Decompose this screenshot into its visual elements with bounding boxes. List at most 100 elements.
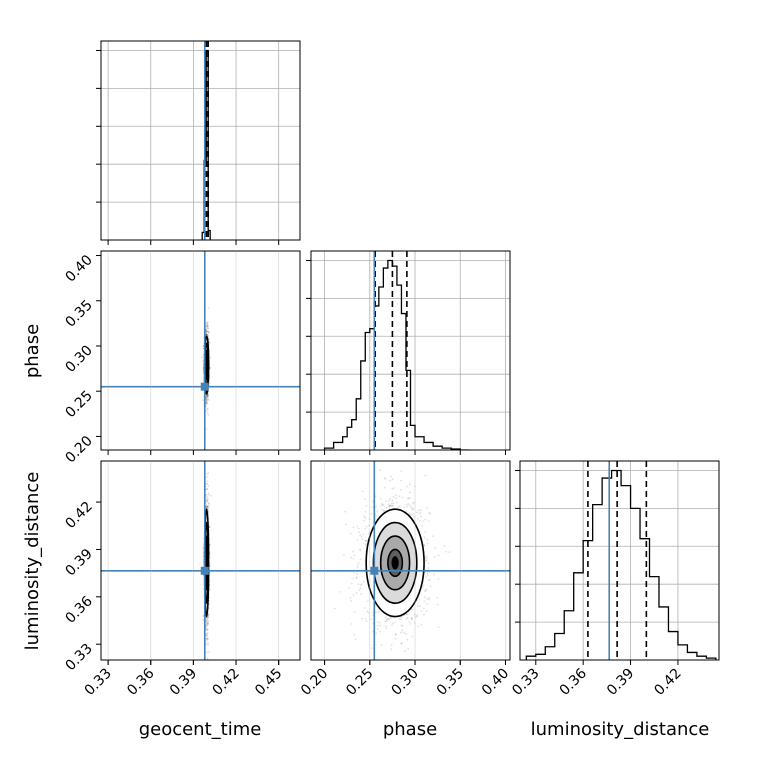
sample-point bbox=[379, 497, 382, 500]
sample-point bbox=[360, 583, 363, 586]
sample-point bbox=[370, 647, 373, 650]
sample-point bbox=[401, 624, 404, 627]
sample-point bbox=[394, 494, 397, 497]
sample-point bbox=[209, 366, 211, 369]
sample-point bbox=[206, 395, 209, 398]
sample-point bbox=[357, 583, 360, 586]
sample-point bbox=[380, 644, 383, 646]
sample-point bbox=[206, 394, 209, 397]
contour-0 bbox=[365, 508, 425, 618]
sample-point bbox=[409, 504, 412, 507]
sample-point bbox=[429, 512, 432, 515]
sample-point bbox=[356, 573, 358, 576]
sample-point bbox=[205, 325, 208, 328]
sample-point bbox=[396, 501, 398, 504]
sample-point bbox=[206, 622, 208, 624]
sample-point bbox=[206, 506, 209, 508]
sample-point bbox=[372, 500, 374, 503]
sample-point bbox=[428, 598, 431, 601]
sample-point bbox=[205, 331, 208, 333]
sample-point bbox=[365, 505, 368, 507]
sample-point bbox=[205, 624, 208, 626]
sample-point bbox=[338, 590, 341, 593]
sample-point bbox=[359, 584, 362, 586]
joint-panel-geocent-time-vs-luminosity-distance bbox=[100, 460, 301, 661]
sample-point bbox=[389, 504, 392, 507]
sample-point bbox=[381, 508, 384, 511]
sample-point bbox=[359, 587, 362, 590]
sample-point bbox=[406, 616, 409, 619]
sample-point bbox=[432, 573, 435, 576]
sample-point bbox=[422, 584, 425, 587]
sample-point bbox=[205, 473, 208, 475]
sample-point bbox=[417, 509, 420, 512]
sample-point bbox=[412, 501, 415, 504]
sample-point bbox=[206, 333, 208, 336]
sample-point bbox=[399, 631, 402, 634]
sample-point bbox=[378, 630, 381, 633]
sample-point bbox=[207, 399, 210, 401]
sample-point bbox=[343, 554, 345, 557]
sample-point bbox=[208, 382, 211, 385]
sample-point bbox=[377, 624, 380, 627]
sample-point bbox=[362, 533, 365, 536]
sample-point bbox=[334, 607, 336, 610]
sample-point bbox=[376, 510, 379, 513]
sample-point bbox=[205, 324, 208, 326]
sample-point bbox=[205, 506, 208, 509]
sample-point bbox=[406, 638, 409, 641]
sample-point bbox=[418, 598, 421, 600]
sample-point bbox=[414, 615, 417, 618]
sample-point bbox=[394, 633, 397, 636]
sample-point bbox=[206, 623, 209, 626]
sample-point bbox=[358, 531, 361, 534]
sample-point bbox=[364, 510, 367, 513]
sample-point bbox=[422, 607, 425, 610]
sample-point bbox=[400, 642, 403, 644]
sample-point bbox=[207, 414, 210, 416]
sample-point bbox=[389, 497, 391, 500]
sample-point bbox=[400, 642, 403, 645]
sample-point bbox=[392, 496, 395, 498]
sample-point bbox=[400, 616, 402, 619]
sample-point bbox=[410, 506, 413, 509]
sample-point bbox=[411, 513, 414, 516]
sample-point bbox=[206, 637, 209, 640]
joint-panel-geocent-time-vs-phase bbox=[100, 250, 301, 451]
sample-point bbox=[365, 620, 368, 623]
sample-point bbox=[205, 333, 208, 336]
sample-point bbox=[206, 633, 209, 635]
sample-point bbox=[425, 507, 428, 509]
sample-point bbox=[205, 488, 208, 491]
sample-point bbox=[205, 482, 208, 485]
sample-point bbox=[364, 544, 367, 546]
sample-point bbox=[350, 582, 353, 585]
sample-point bbox=[359, 548, 361, 551]
sample-point bbox=[361, 617, 363, 620]
sample-point bbox=[403, 631, 405, 634]
sample-point bbox=[436, 603, 439, 606]
sample-point bbox=[206, 631, 209, 634]
sample-point bbox=[349, 596, 352, 599]
sample-point bbox=[206, 634, 209, 637]
sample-point bbox=[409, 622, 412, 625]
sample-point bbox=[403, 506, 406, 509]
sample-point bbox=[416, 511, 418, 514]
sample-point bbox=[427, 567, 430, 569]
sample-point bbox=[428, 511, 431, 514]
sample-point bbox=[205, 330, 208, 333]
sample-point bbox=[389, 616, 392, 619]
sample-point bbox=[390, 502, 393, 505]
plot-area bbox=[311, 461, 510, 660]
sample-point bbox=[416, 615, 419, 618]
sample-point bbox=[363, 580, 365, 583]
sample-point bbox=[407, 497, 409, 500]
sample-point bbox=[364, 516, 367, 519]
sample-point bbox=[207, 613, 210, 616]
sample-point bbox=[206, 506, 209, 508]
sample-point bbox=[385, 620, 388, 623]
sample-point bbox=[352, 526, 355, 529]
sample-point bbox=[348, 587, 351, 589]
sample-point bbox=[375, 632, 378, 635]
sample-point bbox=[207, 622, 209, 625]
